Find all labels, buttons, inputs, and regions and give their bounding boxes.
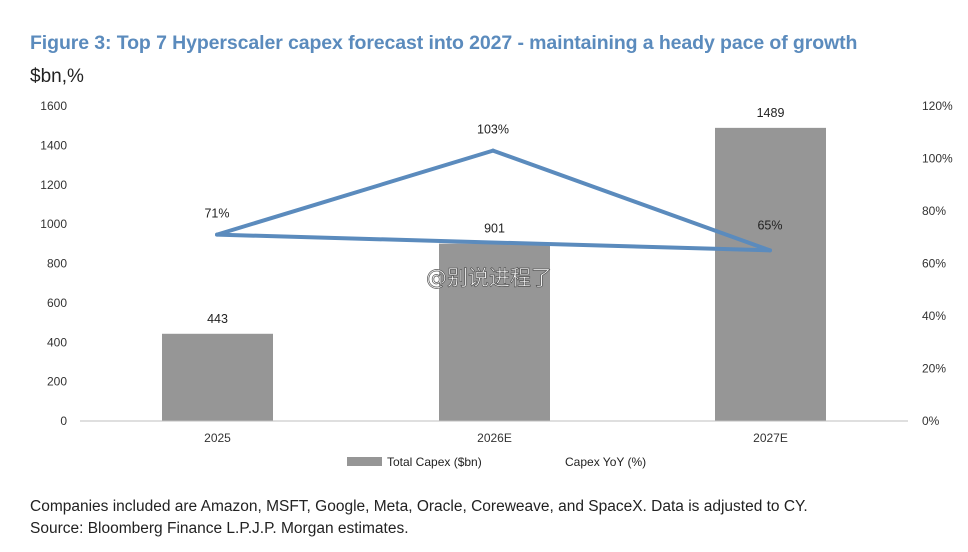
right-tick-label: 100% (922, 152, 953, 166)
right-tick-label: 120% (922, 99, 953, 113)
line-data-label: 71% (204, 207, 229, 221)
capex-chart: 0 200 400 600 800 1000 1200 1400 1600 0% 20% 40% 60… (40, 99, 953, 469)
category-label: 2025 (204, 431, 231, 445)
bar-data-label: 901 (484, 222, 505, 236)
left-tick-label: 1000 (40, 217, 67, 231)
line-data-label: 65% (757, 218, 782, 232)
line-point (215, 232, 219, 237)
left-tick-label: 1600 (40, 99, 67, 113)
right-axis: 0% 20% 40% 60% 80% 100% 120% (922, 99, 953, 428)
legend-swatch-bar (347, 457, 382, 466)
legend: Total Capex ($bn) Capex YoY (%) (347, 455, 646, 469)
right-tick-label: 40% (922, 309, 946, 323)
legend-label-bar: Total Capex ($bn) (387, 455, 482, 469)
legend-label-line: Capex YoY (%) (565, 455, 646, 469)
line-data-label: 103% (477, 123, 509, 137)
right-tick-label: 0% (922, 414, 940, 428)
left-tick-label: 600 (47, 296, 67, 310)
bar (715, 127, 826, 422)
line-point (491, 148, 495, 153)
bar-data-label: 443 (207, 312, 228, 326)
left-tick-label: 0 (60, 414, 67, 428)
left-tick-label: 1200 (40, 178, 67, 192)
chart-title: Figure 3: Top 7 Hyperscaler capex foreca… (30, 32, 858, 54)
left-tick-label: 400 (47, 335, 67, 349)
footnote: Companies included are Amazon, MSFT, Goo… (30, 498, 808, 515)
x-axis: 2025 2026E 2027E (204, 431, 788, 445)
category-label: 2026E (477, 431, 512, 445)
capex-yoy-line (215, 148, 772, 253)
right-tick-label: 60% (922, 257, 946, 271)
unit-label: $bn,% (30, 66, 84, 87)
left-tick-label: 800 (47, 257, 67, 271)
bar (439, 243, 550, 421)
left-tick-label: 1400 (40, 138, 67, 152)
line-point (768, 248, 772, 253)
bar (162, 333, 273, 421)
left-tick-label: 200 (47, 375, 67, 389)
right-tick-label: 20% (922, 362, 946, 376)
line-series (215, 148, 772, 253)
right-tick-label: 80% (922, 204, 946, 218)
bar-data-label: 1489 (757, 106, 785, 120)
category-label: 2027E (753, 431, 788, 445)
line-data-labels: 71% 103% 65% (204, 123, 782, 233)
left-axis: 0 200 400 600 800 1000 1200 1400 1600 (40, 99, 67, 428)
source-note: Source: Bloomberg Finance L.P.J.P. Morga… (30, 520, 409, 537)
watermark-text: @别说进程了 (426, 266, 552, 290)
bar-data-labels: 443 901 1489 (207, 106, 784, 326)
bar-series (162, 127, 826, 422)
